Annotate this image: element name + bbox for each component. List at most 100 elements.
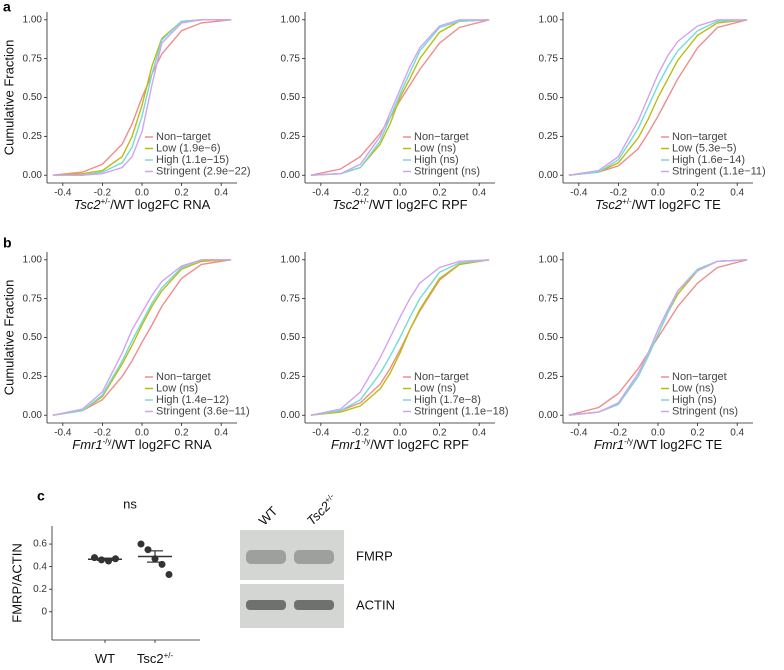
x-tick-label: 0.0: [393, 188, 407, 199]
x-axis-label-part: +/-: [359, 197, 369, 206]
y-tick-label: 0.50: [281, 92, 301, 103]
legend-label: Stringent (2.9e−22): [156, 165, 250, 177]
x-axis-label: Tsc2+/-/WT log2FC RNA: [74, 197, 211, 213]
cdf-line: [310, 259, 490, 416]
y-tick-label: 1.00: [23, 14, 43, 25]
lane-label: WT: [256, 504, 281, 529]
legend-label: Low (ns): [156, 382, 198, 394]
legend-label: High (1.6e−14): [672, 154, 745, 166]
legend-label: Stringent (ns): [414, 165, 480, 177]
dot: [165, 571, 173, 579]
y-tick-label: 1.00: [281, 254, 301, 265]
y-tick-label: 1.00: [539, 14, 559, 25]
x-axis-label-part: Tsc2: [595, 197, 623, 212]
x-tick-label: -0.2: [94, 188, 112, 199]
x-tick-label: 0.4: [730, 428, 744, 439]
cdf-line: [52, 19, 232, 176]
legend-label: Non−target: [156, 131, 211, 143]
y-tick-label: 0.50: [23, 332, 43, 343]
x-tick-label: -0.4: [312, 188, 330, 199]
cdf-line: [310, 259, 490, 416]
x-tick-label: 0.2: [691, 428, 705, 439]
x-tick-label: WT: [95, 651, 115, 666]
legend-label: Stringent (1.1e−11): [672, 165, 766, 177]
x-axis-label-part: +/-: [101, 197, 111, 206]
x-axis-label: Fmr1-/y/WT log2FC RNA: [72, 437, 212, 453]
legend-label: Low (ns): [672, 382, 714, 394]
x-tick-label: -0.2: [610, 428, 628, 439]
legend-label: Stringent (ns): [672, 405, 738, 417]
y-tick-label: 1.00: [539, 254, 559, 265]
x-tick-label: 0.2: [433, 188, 447, 199]
x-axis-label: Fmr1-/y/WT log2FC RPF: [331, 437, 469, 453]
legend-label: High (ns): [672, 394, 717, 406]
cdf-line: [52, 259, 232, 416]
x-tick-label: 0.2: [175, 188, 189, 199]
x-tick-label: 0.4: [472, 188, 486, 199]
panel-label: c: [37, 488, 45, 504]
x-tick-label: -0.4: [570, 188, 588, 199]
legend-label: High (1.4e−12): [156, 394, 229, 406]
legend-label: Low (ns): [414, 382, 456, 394]
y-tick-label: 0.50: [539, 92, 559, 103]
y-tick-label: 0.25: [281, 371, 301, 382]
legend-label: Non−target: [672, 131, 727, 143]
y-tick-label: 0.75: [23, 293, 43, 304]
cdf-line: [52, 259, 232, 416]
y-tick-label: 0.75: [23, 53, 43, 64]
x-axis-label-part: +/-: [622, 197, 632, 206]
y-tick-label: 0.75: [539, 53, 559, 64]
x-tick-label: 0.4: [214, 188, 228, 199]
y-tick-label: 0.00: [281, 410, 301, 421]
cdf-line: [310, 259, 490, 416]
x-tick-label-part: WT: [95, 651, 115, 666]
dot: [144, 546, 152, 554]
x-axis-label-part: /WT log2FC RPF: [370, 437, 469, 452]
y-tick-label: 0.75: [281, 53, 301, 64]
y-tick-label: 0.2: [33, 584, 47, 595]
y-tick-label: 0.25: [539, 131, 559, 142]
cdf-line: [568, 19, 748, 176]
lane-label-part: WT: [256, 504, 281, 529]
blot-image: [240, 530, 344, 628]
x-tick-label: 0.4: [214, 428, 228, 439]
cdf-line: [310, 19, 490, 176]
y-tick-label: 0.00: [539, 410, 559, 421]
y-tick-label: 1.00: [23, 254, 43, 265]
y-tick-label: 0.25: [23, 371, 43, 382]
x-axis-label-part: Tsc2: [74, 197, 102, 212]
y-tick-label: 0.4: [33, 561, 47, 572]
cdf-line: [310, 259, 490, 416]
cdf-line: [568, 19, 748, 176]
x-tick-label: Tsc2+/-: [137, 651, 174, 667]
panel-label: a: [3, 0, 11, 15]
y-axis-label: Cumulative Fraction: [1, 280, 16, 396]
cdf-line: [52, 259, 232, 416]
legend-label: Stringent (3.6e−11): [156, 405, 250, 417]
cdf-line: [568, 19, 748, 176]
x-tick-label: 0.4: [730, 188, 744, 199]
y-tick-label: 0.00: [23, 410, 43, 421]
legend-label: High (ns): [414, 154, 459, 166]
lane-label: Tsc2+/-: [303, 491, 340, 528]
x-tick-label-part: +/-: [164, 651, 174, 660]
legend-label: Low (5.3e−5): [672, 142, 737, 154]
x-axis-label-part: Fmr1: [331, 437, 361, 452]
cdf-line: [568, 19, 748, 176]
y-tick-label: 0.50: [539, 332, 559, 343]
x-axis-label-part: Tsc2: [332, 197, 360, 212]
y-axis-label: Cumulative Fraction: [1, 40, 16, 156]
x-axis-label-part: -/y: [103, 437, 112, 446]
x-axis-label-part: Fmr1: [72, 437, 102, 452]
x-tick-label: 0.0: [393, 428, 407, 439]
cdf-line: [310, 19, 490, 176]
y-tick-label: 0: [41, 606, 47, 617]
cdf-line: [52, 259, 232, 416]
cdf-line: [568, 259, 748, 416]
x-axis-label-part: /WT log2FC TE: [632, 197, 721, 212]
y-tick-label: 0.25: [539, 371, 559, 382]
legend-label: Low (1.9e−6): [156, 142, 221, 154]
cdf-line: [310, 19, 490, 176]
y-tick-label: 0.25: [281, 131, 301, 142]
